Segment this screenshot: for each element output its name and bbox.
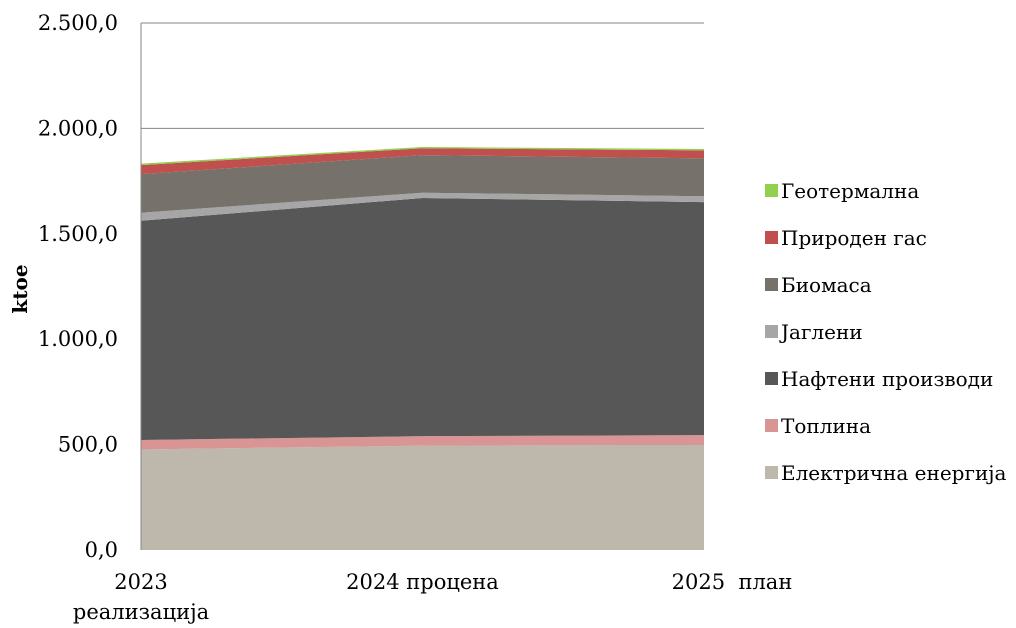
legend-label: Биомаса (781, 273, 872, 297)
legend-swatch (765, 184, 778, 197)
y-axis-label: ktoe (8, 264, 32, 313)
area-series (141, 444, 704, 550)
legend: Геотермална Природен гас Биомаса Јаглени Наф… (765, 179, 1006, 485)
area-series (141, 148, 704, 175)
legend-swatch (765, 466, 778, 479)
legend-swatch (765, 231, 778, 244)
y-tick-label: 0,0 (85, 538, 118, 562)
area-series (141, 435, 704, 450)
legend-label: Јаглени (779, 320, 863, 344)
y-tick-label: 2.500,0 (38, 11, 118, 35)
y-tick-label: 2.000,0 (38, 116, 118, 140)
x-tick-labels: 2023 реализација 2024 процена 2025 план (73, 570, 792, 624)
series-areas (141, 146, 704, 550)
legend-swatch (765, 372, 778, 385)
x-tick-label: 2023 реализација (73, 570, 209, 624)
legend-label: Топлина (781, 414, 871, 438)
x-tick-label: 2025 план (672, 570, 793, 594)
y-tick-label: 1.500,0 (38, 222, 118, 246)
legend-swatch (765, 419, 778, 432)
legend-label: Електрична енергија (781, 461, 1006, 485)
legend-label: Нафтени производи (781, 367, 993, 391)
x-tick-label: 2024 процена (346, 570, 499, 594)
y-tick-label: 1.000,0 (38, 327, 118, 351)
legend-swatch (765, 278, 778, 291)
legend-swatch (765, 325, 778, 338)
area-series (141, 197, 704, 440)
area-series (141, 146, 704, 166)
y-tick-label: 500,0 (58, 433, 118, 457)
y-tick-labels: 0,0 500,0 1.000,0 1.500,0 2.000,0 2.500,0 (38, 11, 118, 562)
legend-label: Природен гас (781, 226, 927, 250)
area-series (141, 155, 704, 213)
legend-label: Геотермална (781, 179, 919, 203)
area-series (141, 192, 704, 221)
